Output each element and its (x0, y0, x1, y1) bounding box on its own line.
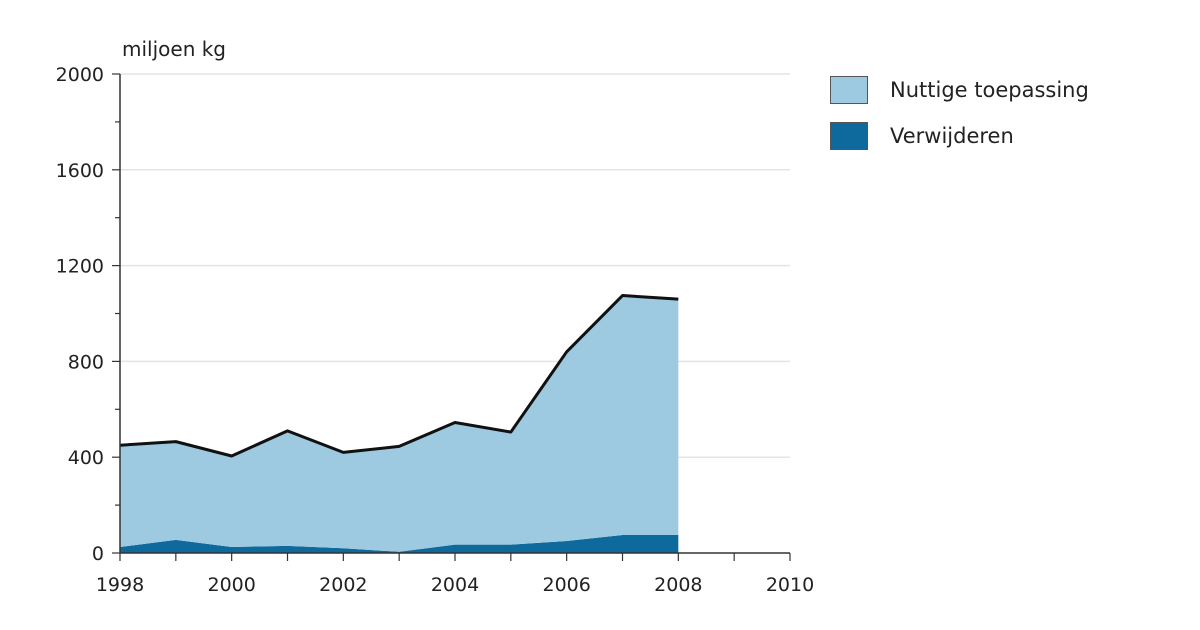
legend-swatch-nuttige-toepassing (830, 76, 868, 104)
y-tick-label: 1600 (56, 160, 104, 182)
gridlines (120, 73, 790, 458)
x-tick-label: 2002 (319, 574, 367, 596)
y-tick-label: 0 (92, 543, 104, 565)
x-axis: 1998 2000 2002 2004 2006 2008 2010 (96, 553, 814, 596)
y-tick-label: 800 (68, 351, 104, 373)
legend-item-verwijderen: Verwijderen (830, 120, 1089, 152)
legend-item-nuttige-toepassing: Nuttige toepassing (830, 74, 1089, 106)
total-line (119, 294, 679, 458)
legend-label-verwijderen: Verwijderen (890, 124, 1014, 148)
y-axis: 0 400 800 1200 1600 2000 (56, 64, 120, 565)
y-tick-label: 2000 (56, 64, 104, 86)
x-tick-label: 2006 (542, 574, 590, 596)
legend-label-nuttige-toepassing: Nuttige toepassing (890, 78, 1089, 102)
x-tick-label: 2000 (207, 574, 255, 596)
area-series (119, 294, 679, 553)
y-axis-unit-label: miljoen kg (122, 37, 226, 61)
legend-swatch-verwijderen (830, 122, 868, 150)
y-tick-label: 400 (68, 447, 104, 469)
x-tick-label: 2010 (766, 574, 814, 596)
area-nuttige-toepassing (120, 295, 679, 552)
x-tick-label: 2004 (431, 574, 479, 596)
x-tick-label: 1998 (96, 574, 144, 596)
legend: Nuttige toepassing Verwijderen (830, 74, 1089, 166)
x-tick-label: 2008 (654, 574, 702, 596)
y-tick-label: 1200 (56, 256, 104, 278)
area-verwijderen (120, 535, 679, 553)
